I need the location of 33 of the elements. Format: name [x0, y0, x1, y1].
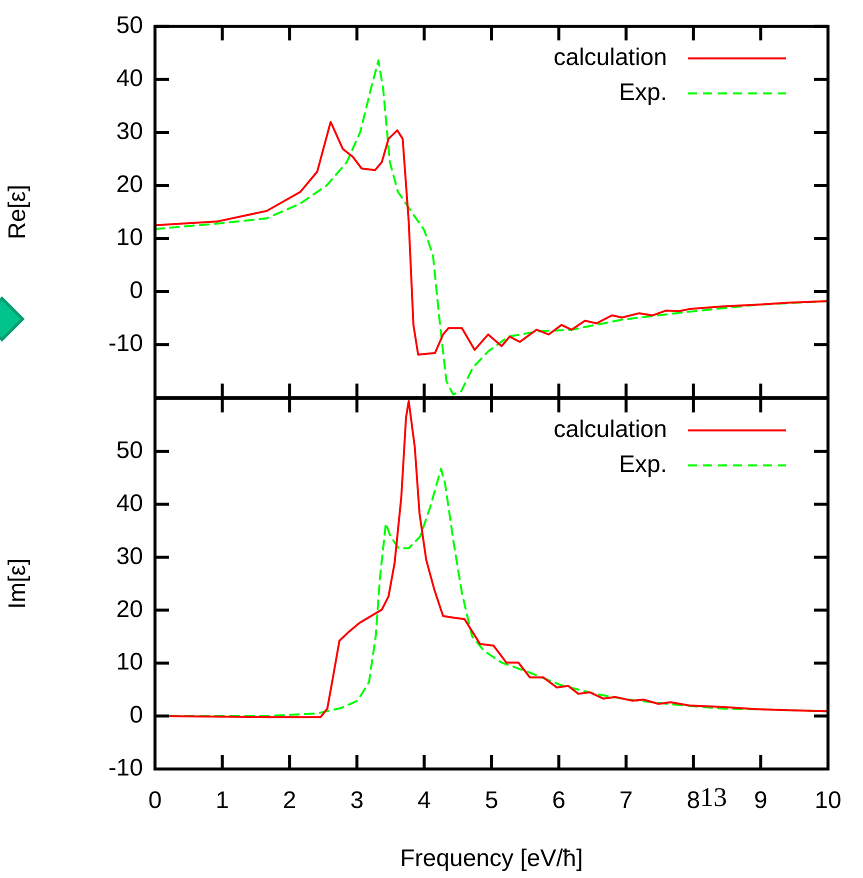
y-tick-label: 10 — [116, 224, 143, 252]
x-tick-label: 8 — [686, 787, 700, 814]
legend-label: calculation — [554, 416, 667, 444]
x-tick-label: 5 — [484, 787, 498, 814]
y-tick-label: 50 — [116, 436, 143, 464]
y-tick-label: 0 — [130, 277, 143, 304]
x-tick-label: 0 — [148, 787, 162, 814]
x-tick-label: 9 — [754, 787, 768, 814]
y-tick-label: -10 — [108, 754, 143, 782]
y-tick-label: 20 — [116, 171, 143, 198]
y-axis-title: Re[ε] — [4, 184, 32, 240]
x-tick-label: 4 — [418, 787, 431, 814]
y-tick-label: 10 — [116, 648, 143, 676]
y-tick-label: 20 — [116, 596, 143, 623]
y-tick-label: 30 — [116, 542, 143, 570]
text: 13 — [700, 782, 727, 813]
y-tick-label: 30 — [116, 118, 143, 146]
x-tick-label: 3 — [350, 787, 364, 814]
y-tick-label: 0 — [130, 702, 143, 729]
legend-label: Exp. — [618, 79, 667, 106]
y-tick-label: -10 — [108, 330, 143, 358]
x-tick-label: 6 — [552, 787, 566, 814]
x-axis-title: Frequency [eV/ħ] — [400, 845, 583, 872]
x-tick-label: 10 — [814, 787, 842, 814]
x-tick-label: 1 — [216, 787, 229, 814]
x-tick-label: 2 — [282, 787, 296, 814]
legend-label: Exp. — [618, 451, 667, 478]
y-tick-label: 40 — [116, 65, 143, 92]
y-axis-title: Im[ε] — [4, 558, 32, 610]
x-tick-label: 7 — [619, 787, 633, 814]
legend-label: calculation — [554, 44, 667, 72]
y-tick-label: 50 — [116, 12, 143, 40]
y-tick-label: 40 — [116, 490, 143, 517]
